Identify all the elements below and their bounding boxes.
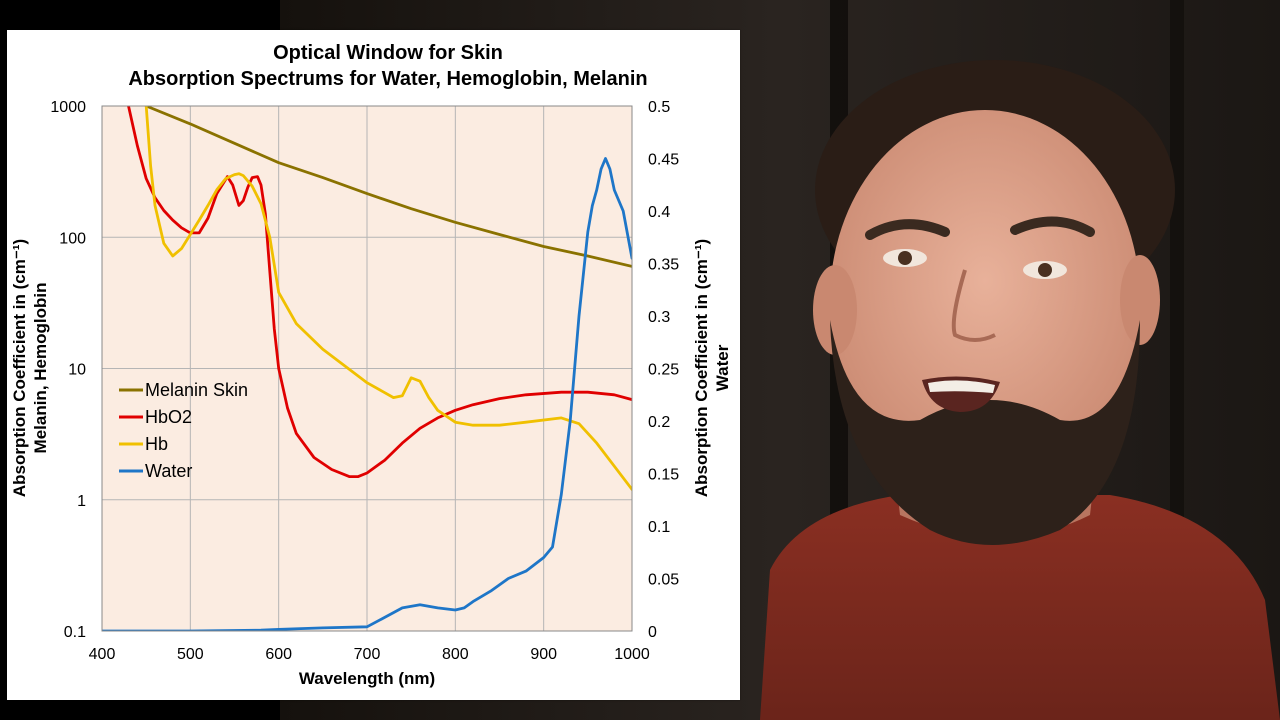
y-right-tick-label: 0.45 [648, 152, 679, 169]
y-right-tick-label: 0.15 [648, 467, 679, 484]
y-right-tick-label: 0.35 [648, 257, 679, 274]
legend: Melanin Skin HbO2 Hb Water [119, 380, 248, 481]
y-left-tick-label: 1000 [50, 99, 86, 116]
series-line-water [102, 157, 632, 631]
tick-layer: 400 500 600 700 800 900 1000 0.1 1 10 100 1000 0 0.05… [50, 99, 679, 663]
y-right-tick-label: 0.4 [648, 204, 670, 221]
x-tick-label: 900 [530, 646, 557, 663]
series-line-melanin-skin [144, 106, 632, 268]
y-left-tick-label: 1 [77, 493, 86, 510]
chart-card: 400 500 600 700 800 900 1000 0.1 1 10 100 1000 0 0.05… [7, 30, 740, 700]
chart-svg: 400 500 600 700 800 900 1000 0.1 1 10 100 1000 0 0.05… [10, 42, 732, 688]
presenter-ear [813, 265, 857, 355]
y-right-tick-label: 0.5 [648, 99, 670, 116]
y-right-tick-label: 0.3 [648, 309, 670, 326]
legend-label-hbo2: HbO2 [145, 407, 192, 427]
y-right-tick-label: 0.2 [648, 414, 670, 431]
y-right-axis-title: Absorption Coefficient in (cm⁻¹) [692, 239, 711, 497]
x-axis-title: Wavelength (nm) [299, 669, 435, 688]
presenter-nose [951, 269, 996, 342]
presenter-eyebrow [1010, 216, 1095, 237]
x-tick-label: 700 [354, 646, 381, 663]
presenter-iris [898, 251, 912, 265]
legend-label-water: Water [145, 461, 192, 481]
presenter-ear [1120, 255, 1160, 345]
y-right-tick-label: 0.25 [648, 362, 679, 379]
y-right-tick-label: 0.05 [648, 572, 679, 589]
presenter-face [830, 110, 1140, 490]
series-line-hb [144, 106, 632, 491]
presenter-iris [1038, 263, 1052, 277]
y-left-tick-label: 10 [68, 362, 86, 379]
y-right-axis-title-line2: Water [713, 344, 732, 391]
presenter-eyebrow [865, 219, 950, 240]
plot-frame [101, 105, 633, 632]
y-left-tick-label: 0.1 [64, 624, 86, 641]
series-layer [102, 106, 632, 631]
y-left-axis-title: Absorption Coefficient in (cm⁻¹) [10, 239, 29, 497]
y-left-tick-label: 100 [59, 230, 86, 247]
presenter-shirt [760, 495, 1280, 720]
chart-subtitle: Absorption Spectrums for Water, Hemoglob… [128, 68, 647, 90]
legend-label-melanin-skin: Melanin Skin [145, 380, 248, 400]
x-tick-label: 500 [177, 646, 204, 663]
x-tick-label: 400 [89, 646, 116, 663]
chart-title: Optical Window for Skin [273, 42, 503, 64]
presenter-beard [830, 320, 1140, 545]
x-tick-label: 600 [265, 646, 292, 663]
x-tick-label: 1000 [614, 646, 650, 663]
presenter-teeth [928, 380, 995, 393]
x-tick-label: 800 [442, 646, 469, 663]
y-right-tick-label: 0 [648, 624, 657, 641]
y-right-tick-label: 0.1 [648, 519, 670, 536]
legend-label-hb: Hb [145, 434, 168, 454]
series-line-hbo2 [127, 106, 632, 478]
y-left-axis-title-line2: Melanin, Hemoglobin [31, 283, 50, 454]
